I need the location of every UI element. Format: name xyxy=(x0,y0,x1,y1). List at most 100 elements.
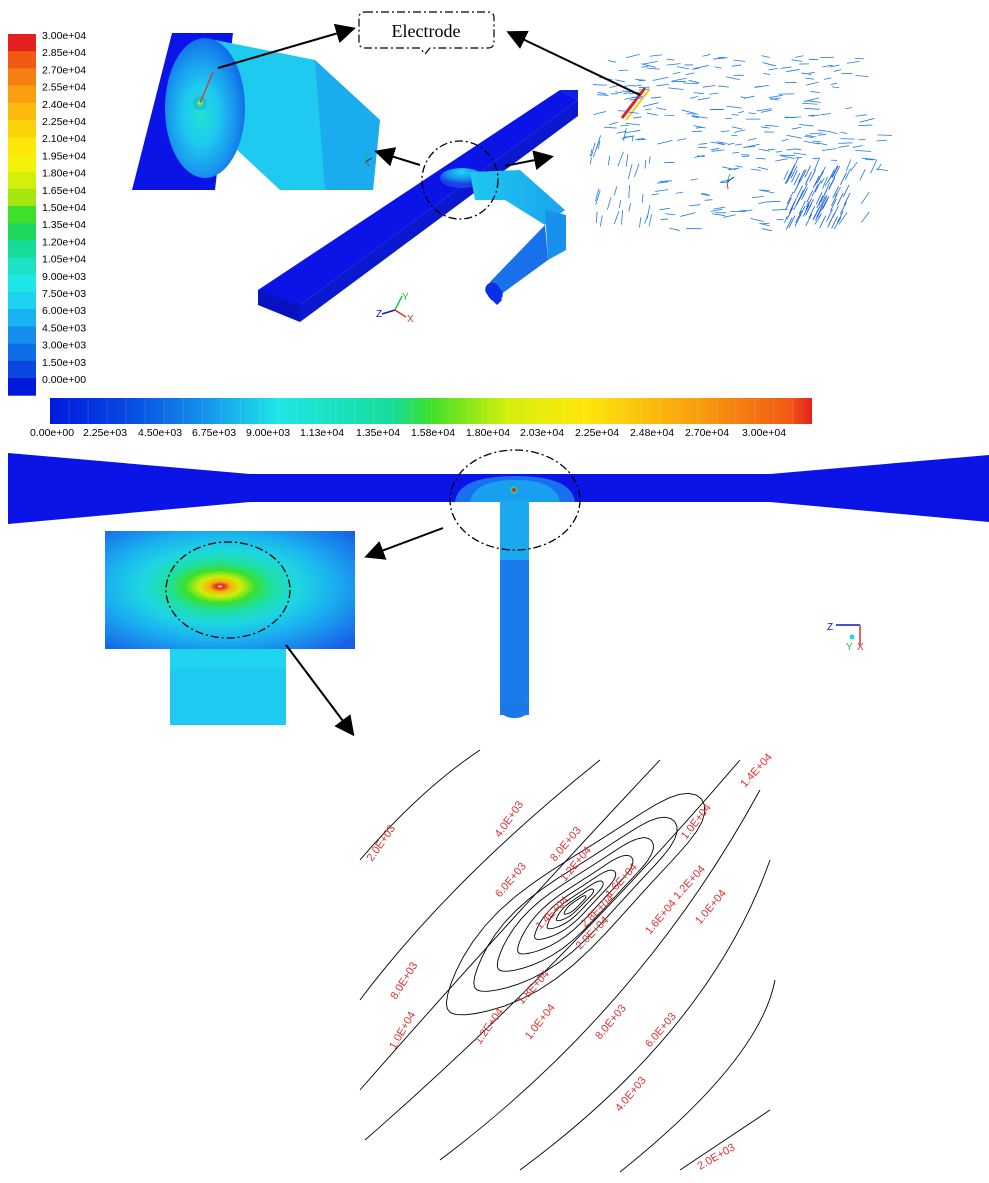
velocity-vector xyxy=(783,170,789,180)
legend-label: 2.85e+04 xyxy=(42,47,86,59)
velocity-vector xyxy=(675,191,684,194)
velocity-vector xyxy=(644,159,647,169)
velocity-vector xyxy=(808,71,815,74)
velocity-vector xyxy=(720,130,730,133)
contour-value-label: 1.2E+04 xyxy=(671,863,708,902)
legend-tick-label: 2.70e+04 xyxy=(685,427,729,439)
electrode-inset-view xyxy=(132,33,380,190)
velocity-vector xyxy=(836,193,844,206)
legend-label: 9.00e+03 xyxy=(42,271,86,283)
velocity-vector xyxy=(877,134,892,136)
velocity-vector xyxy=(646,205,651,219)
velocity-vector xyxy=(780,155,795,159)
legend-swatch xyxy=(8,51,36,69)
velocity-vector xyxy=(609,85,619,88)
velocity-vector xyxy=(761,55,770,58)
velocity-vector xyxy=(805,198,813,211)
velocity-vector xyxy=(722,166,736,171)
velocity-vector xyxy=(646,112,658,116)
velocity-vector xyxy=(845,107,852,110)
velocity-vector xyxy=(677,138,687,141)
velocity-vector xyxy=(704,199,713,201)
legend-swatch xyxy=(8,378,36,396)
velocity-vector xyxy=(829,64,840,68)
velocity-vector xyxy=(728,167,740,171)
velocity-vector xyxy=(793,197,801,211)
velocity-vector xyxy=(802,204,810,217)
velocity-vector xyxy=(786,69,800,73)
velocity-vector xyxy=(719,181,729,184)
velocity-vector xyxy=(859,169,866,181)
velocity-vector xyxy=(731,114,739,116)
legend-swatch xyxy=(8,68,36,87)
callout-text: Electrode xyxy=(392,21,461,41)
velocity-vector xyxy=(593,111,607,115)
velocity-vector xyxy=(818,133,827,136)
velocity-vector xyxy=(804,165,812,178)
velocity-vector xyxy=(698,143,708,145)
contour-value-label: 1.0E+04 xyxy=(387,1010,418,1052)
velocity-vector xyxy=(822,64,833,68)
velocity-vector xyxy=(807,114,815,117)
velocity-vector xyxy=(607,155,611,166)
velocity-vector xyxy=(794,148,802,151)
legend-label: 2.40e+04 xyxy=(42,99,86,111)
velocity-vector xyxy=(786,191,794,205)
velocity-vector xyxy=(795,156,803,159)
velocity-vector xyxy=(836,210,844,224)
velocity-vector xyxy=(830,198,837,212)
axis-triad-small-icon xyxy=(364,154,373,167)
velocity-vector xyxy=(828,177,836,190)
velocity-vector xyxy=(623,128,627,141)
legend-label: 3.00e+04 xyxy=(42,30,86,42)
electrode-callout: Electrode xyxy=(358,11,495,55)
contour-value-label: 2.0E+03 xyxy=(365,823,399,864)
velocity-vector xyxy=(760,109,772,113)
junction-zoom-view xyxy=(105,531,355,725)
velocity-vector xyxy=(733,59,746,62)
velocity-vector xyxy=(762,62,777,67)
velocity-vector xyxy=(876,139,887,142)
velocity-vector xyxy=(791,170,798,183)
velocity-vector xyxy=(744,143,760,148)
velocity-vector xyxy=(784,215,788,224)
legend-swatch xyxy=(8,274,36,293)
legend-swatch xyxy=(8,206,36,224)
velocity-vector xyxy=(833,69,842,72)
legend-label: 2.70e+04 xyxy=(42,64,86,76)
velocity-vector xyxy=(616,130,627,134)
contour-value-label: 1.0E+04 xyxy=(679,802,714,842)
velocity-vector xyxy=(764,124,779,127)
velocity-vector xyxy=(799,124,814,127)
velocity-vector xyxy=(690,178,698,181)
velocity-vector xyxy=(655,189,669,192)
velocity-vector xyxy=(595,190,601,205)
velocity-vector xyxy=(821,148,837,151)
velocity-vector xyxy=(811,114,821,117)
velocity-vector xyxy=(645,108,652,111)
velocity-vector xyxy=(623,92,631,94)
velocity-vector xyxy=(833,217,842,230)
velocity-vector xyxy=(633,116,642,119)
velocity-vector xyxy=(830,82,838,85)
velocity-vector xyxy=(784,171,792,185)
velocity-vector xyxy=(701,193,710,197)
velocity-vector xyxy=(710,147,720,151)
velocity-vector xyxy=(855,114,867,117)
legend-swatch xyxy=(8,240,36,259)
legend-label: 0.00e+00 xyxy=(42,374,86,386)
velocity-vector xyxy=(875,168,888,171)
legend-swatch xyxy=(8,137,36,155)
legend-label: 1.95e+04 xyxy=(42,150,86,162)
velocity-vector xyxy=(842,184,850,197)
contour-line xyxy=(619,979,776,1173)
velocity-vector xyxy=(656,84,670,87)
velocity-vector xyxy=(651,193,659,196)
contour-value-label: 1.8E+04 xyxy=(515,968,552,1007)
velocity-vector xyxy=(805,171,812,184)
velocity-vector xyxy=(638,88,651,91)
velocity-vector xyxy=(819,195,826,209)
velocity-vector xyxy=(717,141,728,144)
velocity-vector xyxy=(796,192,803,206)
axis-triad-vector-icon xyxy=(726,173,735,190)
